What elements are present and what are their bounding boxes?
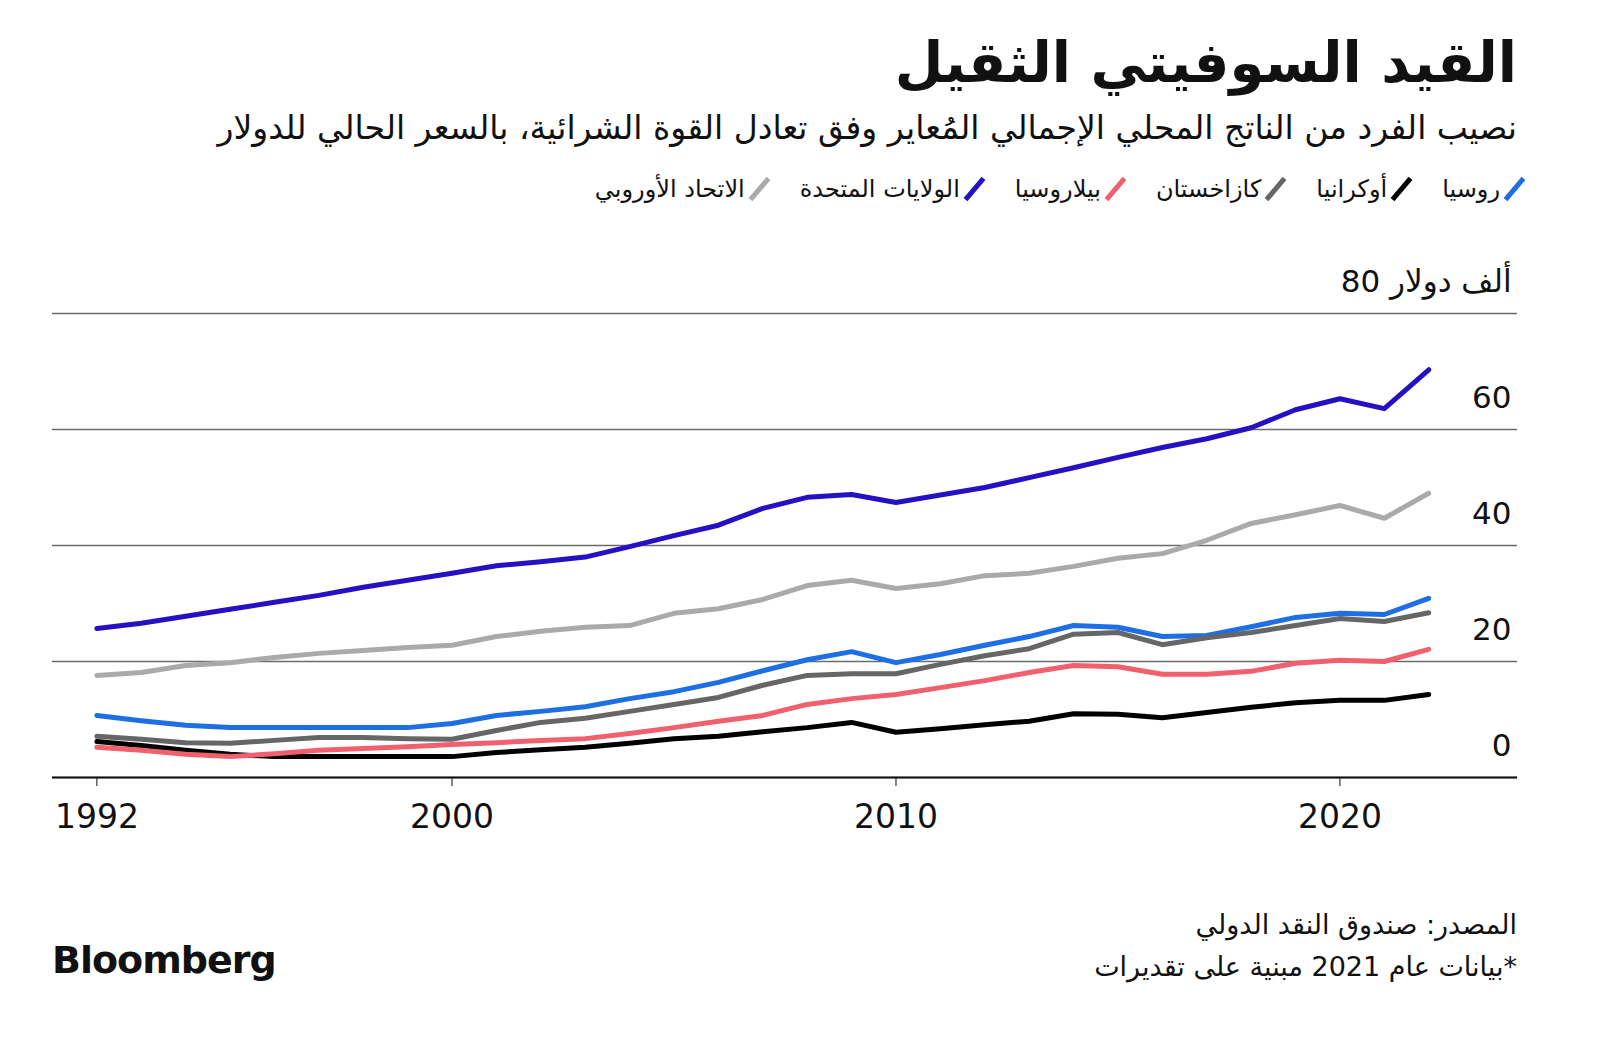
html-text:القيد السوفيتي الثقيل: القيد السوفيتي الثقيل — [894, 30, 1517, 95]
svg-text:80 ألف دولار: 80 ألف دولار — [1341, 261, 1512, 300]
html-text:نصيب الفرد من الناتج المحلي ال: نصيب الفرد من الناتج المحلي الإجمالي الم… — [217, 108, 1517, 147]
svg-text:1992: 1992 — [55, 797, 139, 836]
svg-text:0: 0 — [1492, 727, 1512, 763]
html-text:كازاخستان: كازاخستان — [1155, 175, 1262, 203]
html-text:الولايات المتحدة: الولايات المتحدة — [799, 175, 960, 203]
html-text:بيلاروسيا: بيلاروسيا — [1014, 175, 1101, 203]
svg-text:2010: 2010 — [854, 797, 938, 836]
html-text:أوكرانيا: أوكرانيا — [1316, 175, 1388, 203]
html-text:روسيا: روسيا — [1442, 175, 1500, 203]
html-text:المصدر: صندوق النقد الدولي: المصدر: صندوق النقد الدولي — [1195, 909, 1517, 940]
html-text:الاتحاد الأوروبي: الاتحاد الأوروبي — [594, 175, 745, 203]
svg-text:40: 40 — [1472, 495, 1511, 531]
html-text:Bloomberg: Bloomberg — [52, 938, 276, 982]
svg-text:2000: 2000 — [410, 797, 494, 836]
svg-text:60: 60 — [1472, 379, 1511, 415]
svg-text:20: 20 — [1472, 611, 1511, 647]
html-text:*بيانات عام 2021 مبنية على تقد: *بيانات عام 2021 مبنية على تقديرات — [1094, 951, 1517, 982]
svg-text:2020: 2020 — [1298, 797, 1382, 836]
